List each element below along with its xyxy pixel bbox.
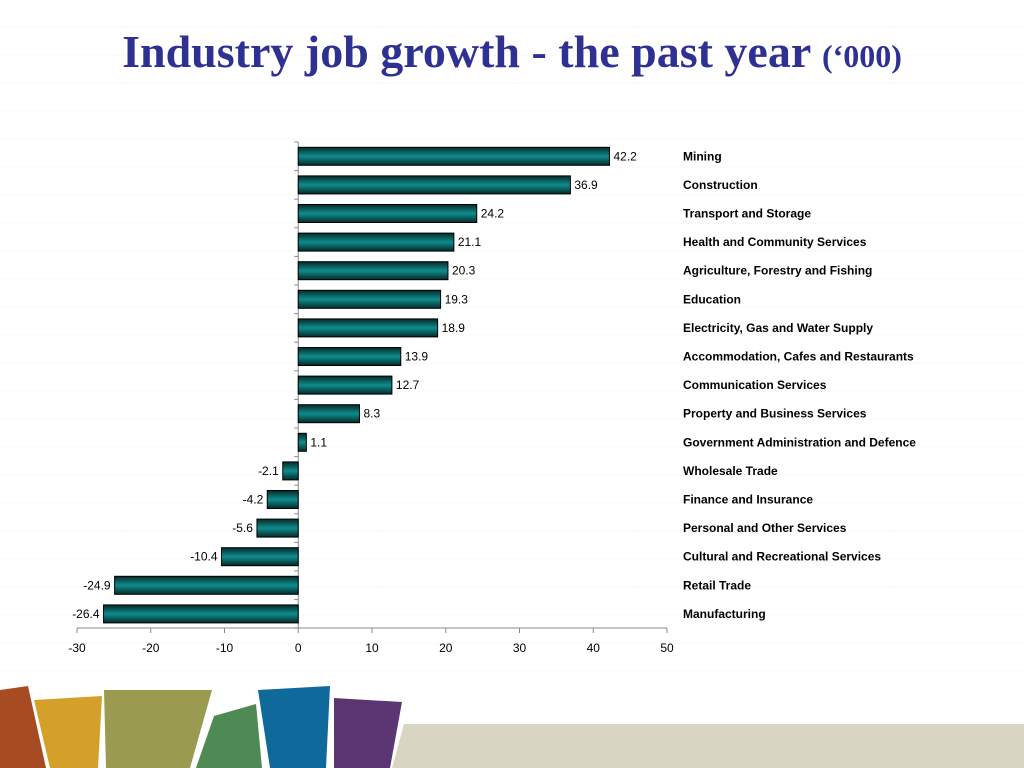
bar-chart: -30 -20 -10 0 10 20 30 40 50 42.2 Mining 36.9 Const…	[68, 141, 916, 655]
bar	[266, 490, 299, 509]
data-label: 42.2	[613, 149, 637, 163]
bar	[297, 261, 449, 281]
bar	[297, 318, 439, 338]
x-tick-label: 0	[295, 641, 302, 655]
category-label: Retail Trade	[683, 578, 751, 592]
category-label: Education	[683, 292, 741, 306]
category-label: Personal and Other Services	[683, 521, 847, 535]
bar	[297, 375, 393, 395]
bar	[221, 547, 299, 567]
bar	[256, 518, 299, 538]
data-label: -26.4	[72, 607, 100, 621]
data-label: -2.1	[258, 464, 279, 478]
x-tick-label: 10	[365, 641, 379, 655]
x-tick-label: 40	[587, 641, 601, 655]
bar	[297, 432, 307, 452]
category-label: Communication Services	[683, 378, 827, 392]
footer-stripe-blue	[258, 686, 330, 768]
x-tick-label: 20	[439, 641, 453, 655]
data-label: -10.4	[190, 550, 218, 564]
data-label: -24.9	[83, 578, 111, 592]
footer-stripe-green	[196, 704, 262, 768]
data-label: 36.9	[574, 178, 598, 192]
category-label: Government Administration and Defence	[683, 435, 916, 449]
category-label: Mining	[683, 149, 722, 163]
chart-bars	[103, 146, 610, 624]
bar	[297, 204, 478, 223]
category-label: Finance and Insurance	[683, 493, 813, 507]
x-tick-label: -30	[68, 641, 86, 655]
bar	[282, 461, 299, 481]
footer-stripe-olive	[104, 690, 212, 768]
data-label: -4.2	[243, 493, 264, 507]
background-stripes	[0, 0, 1024, 690]
data-label: 13.9	[405, 350, 429, 364]
chart-labels: 42.2 Mining 36.9 Construction 24.2 Transport …	[72, 149, 916, 621]
x-tick-label: 50	[660, 641, 674, 655]
footer-stripe-rust	[0, 686, 46, 768]
footer-stripe-gold	[34, 696, 102, 768]
data-label: 8.3	[363, 407, 380, 421]
data-label: -5.6	[232, 521, 253, 535]
data-label: 19.3	[445, 292, 469, 306]
data-label: 12.7	[396, 378, 420, 392]
x-tick-label: 30	[513, 641, 527, 655]
data-label: 1.1	[310, 435, 327, 449]
category-label: Accommodation, Cafes and Restaurants	[683, 350, 914, 364]
bar	[297, 404, 360, 424]
category-label: Construction	[683, 178, 758, 192]
bar	[297, 347, 402, 366]
bar	[103, 604, 299, 624]
data-label: 20.3	[452, 264, 476, 278]
bar	[297, 146, 610, 166]
bar	[297, 289, 442, 309]
category-label: Transport and Storage	[683, 207, 811, 221]
footer-band-beige	[392, 724, 1024, 768]
data-label: 18.9	[442, 321, 466, 335]
footer-banner	[0, 686, 1024, 768]
footer-stripe-purple	[334, 698, 402, 768]
data-label: 24.2	[481, 207, 505, 221]
category-label: Health and Community Services	[683, 235, 867, 249]
category-label: Wholesale Trade	[683, 464, 778, 478]
bar	[297, 175, 571, 195]
bar	[114, 575, 299, 595]
bar	[297, 232, 455, 252]
category-label: Agriculture, Forestry and Fishing	[683, 264, 872, 278]
x-tick-label: -20	[142, 641, 160, 655]
title-unit: (‘000)	[821, 38, 902, 74]
category-label: Property and Business Services	[683, 407, 867, 421]
category-label: Cultural and Recreational Services	[683, 550, 881, 564]
title-text: Industry job growth - the past year	[122, 26, 811, 77]
category-label: Manufacturing	[683, 607, 766, 621]
page-title: Industry job growth - the past year (‘00…	[0, 22, 1024, 86]
data-label: 21.1	[458, 235, 482, 249]
x-tick-label: -10	[216, 641, 234, 655]
category-label: Electricity, Gas and Water Supply	[683, 321, 873, 335]
